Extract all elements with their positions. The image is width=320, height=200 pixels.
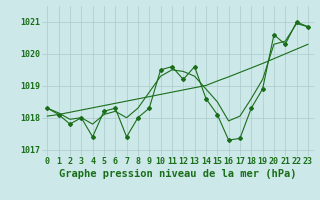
X-axis label: Graphe pression niveau de la mer (hPa): Graphe pression niveau de la mer (hPa) [59, 169, 296, 179]
